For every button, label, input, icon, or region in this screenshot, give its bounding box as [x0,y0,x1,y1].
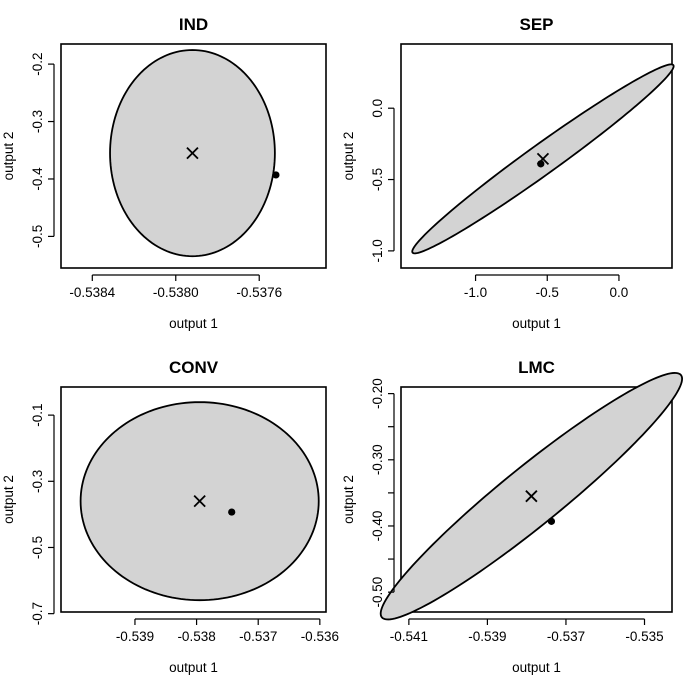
y-tick-label: -0.4 [30,167,45,191]
data-point [228,508,236,516]
y-axis: -0.5 -0.4 -0.3 -0.2 [30,52,55,248]
y-axis-label: output 2 [341,132,356,181]
plot-marks [109,49,280,258]
plot-frame [60,43,327,269]
panel-title: SEP [519,15,553,34]
x-axis-label: output 1 [169,660,218,675]
panel-title: CONV [169,358,219,377]
y-tick-label: -0.3 [30,470,45,493]
x-tick-label: -0.538 [177,629,215,644]
data-point [272,171,280,179]
x-tick-label: -0.5 [536,285,559,300]
y-axis: -0.7 -0.5 -0.3 -0.1 [30,403,55,625]
y-axis-label: output 2 [341,475,356,524]
plot-marks [411,63,675,255]
plot-frame [400,386,673,613]
y-tick-label: -0.5 [30,225,45,248]
x-axis: -0.5384 -0.5380 -0.5376 [69,274,282,300]
plot-frame [400,43,673,269]
panel-lmc: LMC -0.541 -0.539 -0.537 -0.535 -0.50-0.40-… [341,358,684,675]
x-tick-label: -0.5380 [153,285,199,300]
x-axis: -0.541 -0.539 -0.537 -0.535 [390,618,664,644]
y-tick-label: -0.5 [370,168,385,191]
panel-ind: IND -0.5384 -0.5380 -0.5376 -0.5-0.4-0.3-0… [1,15,327,331]
data-point [547,517,556,525]
data-point [537,160,545,168]
x-tick-label: -0.5376 [236,285,282,300]
center-cross-marker [186,146,199,160]
x-tick-label: -0.535 [625,629,663,644]
center-cross-marker [193,495,206,508]
x-axis-label: output 1 [512,316,561,331]
y-tick-label: 0.0 [370,99,385,118]
x-tick-label: -1.0 [464,285,487,300]
plot-marks [379,372,684,621]
y-tick-label: -0.30 [370,444,385,475]
y-tick-label: -1.0 [370,239,385,262]
x-axis: -0.539 -0.538 -0.537 -0.536 [116,618,339,644]
y-axis: -0.50 -0.40 -0.30 -0.20 [370,378,395,608]
x-tick-label: -0.537 [239,629,277,644]
x-tick-label: -0.536 [301,629,339,644]
y-tick-label: -0.40 [370,511,385,542]
x-axis: -1.0 -0.5 0.0 [464,274,629,300]
cross-stroke [193,495,206,508]
panel-conv: CONV -0.539 -0.538 -0.537 -0.536 -0.7-0.5-0… [1,358,339,675]
cross-stroke [186,146,199,160]
center-cross-marker [525,490,538,503]
x-tick-label: -0.539 [116,629,154,644]
y-tick-label: -0.50 [370,577,385,608]
panel-title: IND [179,15,208,34]
x-tick-label: -0.537 [547,629,585,644]
panel-sep: SEP -1.0 -0.5 0.0 -1.0 -0.5 0.0 output 1 out… [341,15,675,331]
y-tick-label: -0.2 [30,52,45,75]
y-tick-label: -0.3 [30,110,45,133]
y-axis-label: output 2 [1,132,16,181]
y-axis-label: output 2 [1,475,16,524]
y-tick-label: -0.5 [30,536,45,559]
x-tick-label: 0.0 [610,285,629,300]
plot-frame [60,386,327,613]
y-tick-label: -0.7 [30,602,45,625]
x-axis-label: output 1 [169,316,218,331]
cross-stroke [525,490,538,503]
y-axis: -1.0 -0.5 0.0 [370,99,395,263]
x-tick-label: -0.539 [468,629,506,644]
y-tick-label: -0.20 [370,378,385,409]
y-tick-label: -0.1 [30,403,45,426]
plot-marks [79,401,320,602]
x-tick-label: -0.541 [390,629,428,644]
panel-title: LMC [518,358,555,377]
x-tick-label: -0.5384 [69,285,115,300]
x-axis-label: output 1 [512,660,561,675]
